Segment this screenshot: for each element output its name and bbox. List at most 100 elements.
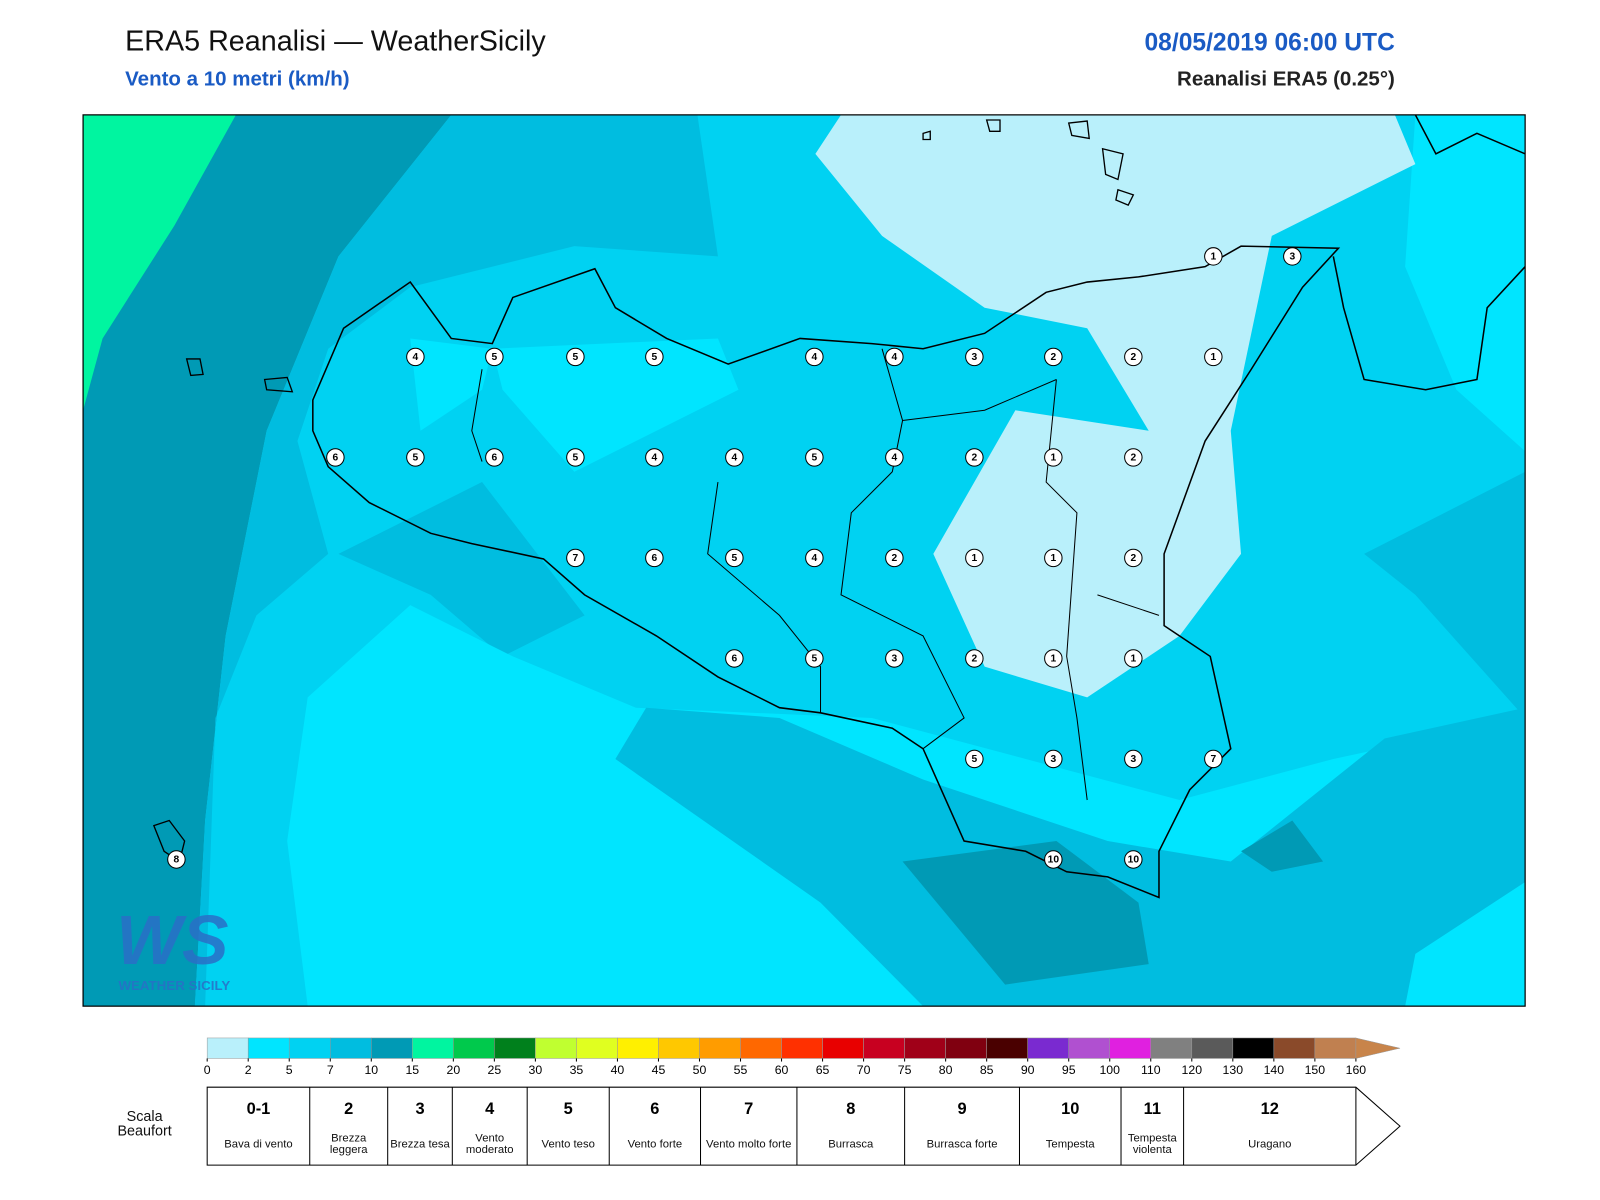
point-marker [805,448,824,467]
point-marker [885,347,904,367]
force-name-box: Vento forte [627,1137,683,1151]
point-marker [805,548,824,568]
colorbar-tick-label: 85 [980,1063,994,1077]
colorbar-tick-label: 0 [204,1063,211,1077]
force-name-box: Uragano [1248,1138,1291,1149]
point-label: 10 [1048,855,1060,866]
colorbar-tick-label: 100 [1099,1063,1120,1077]
colorbar-segment [1109,1037,1152,1059]
point-marker [566,448,585,467]
point-marker [406,347,425,367]
force-name-box: Burrasca [828,1137,874,1151]
colorbar-segment [535,1037,577,1059]
subtitle: Vento a 10 metri (km/h) [125,67,349,90]
point-marker [885,649,904,668]
colorbar-tick-label: 160 [1346,1063,1367,1077]
colorbar-tick-label: 7 [327,1063,334,1077]
point-label: 5 [732,553,738,564]
force-name: Tempesta [1045,1137,1095,1151]
scale-outline [206,1086,1401,1166]
colorbar-segment [945,1037,987,1059]
force-name: Vento forte [627,1137,683,1151]
colorbar-segment [822,1037,864,1059]
point-marker [1204,749,1223,769]
point-marker [1204,347,1223,367]
colorbar-tick-label: 2 [245,1063,252,1077]
colorbar-segment [781,1037,823,1059]
force-label: 5 [564,1100,573,1118]
force-name-box: Brezza tesa [390,1138,450,1149]
colorbar-segment [617,1037,659,1059]
colorbar-tick-label: 130 [1223,1063,1244,1077]
point-label: 1 [1050,654,1056,665]
colorbar-tick-label: 60 [775,1063,789,1077]
map: 1 3 4 5 5 5 4 4 3 2 2 1 6 5 6 5 4 4 5 4 2 1 2 7 6 5 4 2 1 1 2 6 5 3 2 1 1 5 3 3… [82,114,1526,1007]
point-marker [1044,649,1063,668]
point-label: 5 [972,754,978,765]
colorbar: 0 2 5 7 10 15 20 25 30 35 40 45 50 55 60 65 70 75 80 85 90 95… [204,1037,1401,1077]
force-name: Vento moderato [465,1132,514,1156]
point-marker [965,749,984,769]
point-label: 5 [573,453,579,464]
point-marker [1283,247,1302,266]
point-label: 3 [1289,252,1295,263]
point-marker [485,448,504,467]
wind-field [410,338,493,431]
point-label: 3 [1050,754,1056,765]
point-marker [1044,448,1063,467]
colorbar-tick-label: 120 [1182,1063,1203,1077]
point-label: 8 [174,855,180,866]
point-label: 2 [1130,453,1136,464]
force-name: Vento teso [541,1137,595,1151]
point-label: 3 [892,654,898,665]
colorbar-tick-label: 25 [488,1063,502,1077]
logo-text: WEATHER SICILY [118,978,230,993]
coastline [1332,114,1526,391]
colorbar-segment [863,1037,905,1059]
point-label: 3 [1130,754,1136,765]
point-marker [566,347,585,367]
wind-field [1241,820,1324,872]
point-label: 5 [492,352,498,363]
point-label: 4 [413,352,419,363]
point-label: 1 [1210,352,1216,363]
point-label: 6 [732,654,738,665]
colorbar-segment [1027,1037,1069,1059]
colorbar-segment [1150,1037,1193,1059]
colorbar-tick-label: 110 [1141,1063,1161,1077]
wind-field [1405,114,1526,452]
wind-field [815,114,1416,698]
map-frame [82,114,1526,1007]
force-name: Burrasca [828,1137,874,1151]
point-marker [645,347,664,367]
wind-field [492,338,739,472]
force-label: 12 [1261,1100,1279,1118]
point-label: 2 [972,453,978,464]
datetime: 08/05/2019 06:00 UTC [1144,30,1395,57]
point-marker [406,448,425,467]
wind-field [902,841,1149,985]
point-label: 5 [812,453,818,464]
force-name-box: Tempesta violenta [1128,1133,1177,1156]
point-label: 4 [652,453,658,464]
wind-field [83,114,452,1007]
force-name: Burrasca forte [926,1137,998,1151]
colorbar-segment [453,1037,495,1059]
point-label: 10 [1128,855,1140,866]
point-marker [965,649,984,668]
colorbar-segment [1191,1037,1234,1059]
point-label: 2 [892,553,898,564]
colorbar-segment [329,1037,372,1059]
force-name-box: Tempesta [1045,1137,1095,1151]
colorbar-tick-label: 65 [816,1063,830,1077]
force-label: 2 [344,1100,353,1118]
colorbar-tick-label: 70 [857,1063,871,1077]
point-marker [1124,749,1143,769]
colorbar-tick-label: 150 [1305,1063,1326,1077]
colorbar-segment [986,1037,1028,1059]
wind-field [338,482,585,657]
point-label: 5 [413,453,419,464]
point-label: 3 [972,352,978,363]
force-label: 10 [1061,1100,1079,1118]
point-marker [485,347,504,367]
